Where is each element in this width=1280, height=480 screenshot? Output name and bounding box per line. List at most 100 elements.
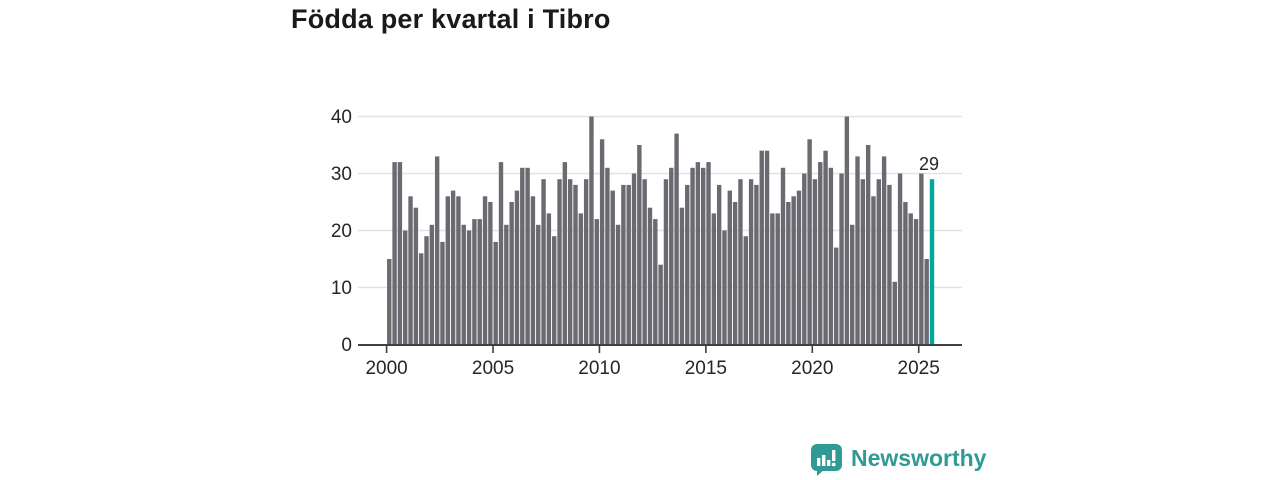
bar — [621, 184, 626, 345]
bar — [440, 241, 445, 345]
bar — [690, 167, 695, 345]
bar — [828, 167, 834, 345]
bar — [722, 230, 727, 345]
bar — [504, 224, 509, 345]
bar — [754, 184, 759, 345]
bar — [493, 241, 498, 345]
bar — [397, 162, 403, 345]
bar — [583, 179, 589, 345]
bar — [514, 190, 520, 345]
bar — [498, 162, 504, 345]
bar — [903, 202, 908, 345]
bar — [599, 139, 605, 345]
x-tick-label: 2020 — [791, 358, 833, 379]
bar — [647, 207, 653, 345]
bar — [716, 184, 722, 345]
bar — [685, 184, 690, 345]
bar — [450, 190, 456, 345]
bar — [530, 196, 536, 345]
bar — [802, 173, 807, 345]
bar — [663, 179, 669, 345]
bar — [743, 236, 748, 345]
bar — [924, 259, 929, 345]
bar — [408, 196, 413, 345]
bar — [834, 247, 839, 345]
bar — [387, 259, 392, 345]
bar — [392, 162, 397, 345]
bar — [887, 184, 892, 345]
bar — [626, 184, 631, 345]
newsworthy-logo-icon — [811, 444, 842, 476]
bar — [732, 202, 738, 345]
bars-group — [387, 116, 935, 345]
bar — [849, 224, 855, 345]
bar — [472, 219, 477, 345]
bar — [913, 219, 919, 345]
x-tick-label: 2005 — [472, 358, 514, 379]
bar — [791, 196, 796, 345]
brand-footer: Newsworthy — [810, 443, 986, 477]
brand-name: Newsworthy — [851, 445, 987, 471]
bar — [839, 173, 844, 345]
bar — [605, 167, 610, 345]
bar — [674, 133, 679, 345]
bar — [897, 173, 903, 345]
bar — [466, 230, 472, 345]
bar — [780, 167, 786, 345]
bar — [770, 213, 775, 345]
bar — [637, 145, 642, 345]
bar — [871, 196, 876, 345]
bar — [844, 116, 850, 345]
bar — [679, 207, 685, 345]
y-tick-label: 40 — [331, 107, 352, 128]
bar — [631, 173, 637, 345]
bar — [727, 190, 732, 345]
y-axis-labels: 0 10 20 30 40 — [331, 107, 352, 356]
bar — [610, 190, 615, 345]
bar — [796, 190, 802, 345]
bar — [488, 202, 493, 345]
bar — [546, 213, 552, 345]
bar — [876, 179, 881, 345]
bar — [456, 196, 461, 345]
bar — [764, 150, 770, 345]
bar — [418, 253, 424, 345]
bar — [642, 179, 647, 345]
bar — [403, 230, 408, 345]
bar — [413, 207, 419, 345]
bar — [908, 213, 913, 345]
bar — [706, 162, 711, 345]
bar — [520, 167, 525, 345]
bar — [881, 156, 887, 345]
bar — [807, 139, 812, 345]
y-tick-label: 10 — [331, 278, 352, 299]
bar — [461, 224, 466, 345]
x-tick-label: 2015 — [685, 358, 727, 379]
speech-bubble-tail — [817, 469, 825, 476]
bar — [578, 213, 584, 345]
bar — [509, 202, 514, 345]
bar — [615, 224, 621, 345]
bar — [445, 196, 450, 345]
x-tick-label: 2025 — [898, 358, 940, 379]
bar — [812, 179, 818, 345]
bar — [541, 179, 546, 345]
x-tick-label: 2010 — [578, 358, 620, 379]
bar — [424, 236, 429, 345]
bar — [429, 224, 435, 345]
bar — [567, 179, 573, 345]
bar — [482, 196, 488, 345]
bar — [557, 179, 562, 345]
bar — [669, 167, 674, 345]
bar — [589, 116, 594, 345]
bar — [536, 224, 541, 345]
y-tick-label: 0 — [341, 335, 352, 356]
bar — [823, 150, 828, 345]
bar — [525, 167, 530, 345]
bar — [434, 156, 440, 345]
bar — [658, 264, 663, 345]
bar — [738, 179, 743, 345]
y-tick-label: 20 — [331, 221, 352, 242]
bar — [860, 179, 866, 345]
